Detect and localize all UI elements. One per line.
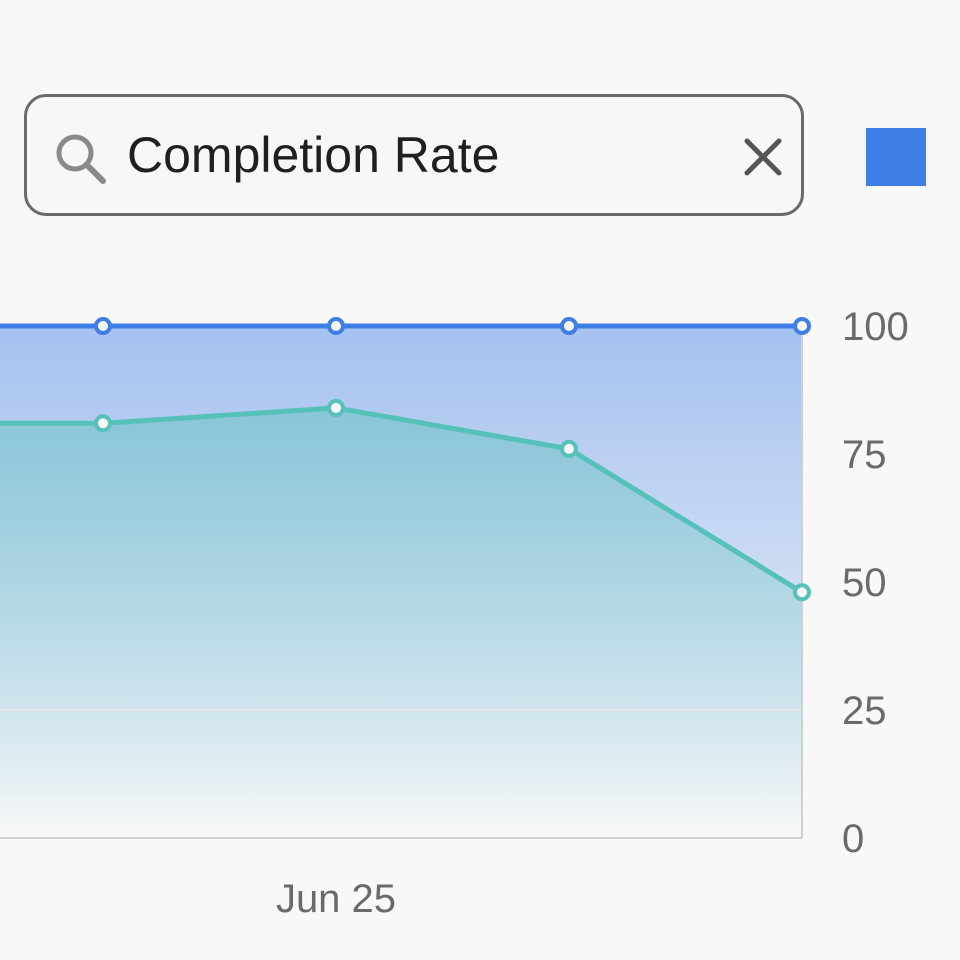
series-2-point: [94, 414, 112, 433]
series-points: [94, 317, 811, 602]
y-tick-label: 100: [842, 305, 909, 349]
series-areas: [0, 326, 802, 838]
metric-search-input[interactable]: [127, 117, 717, 193]
y-tick-label: 50: [842, 561, 887, 605]
x-tick-label: Jun 25: [276, 877, 396, 921]
y-tick-label: 25: [842, 689, 887, 733]
series-1-point: [94, 317, 112, 335]
series-2-point: [793, 583, 811, 602]
series-1-point: [327, 317, 345, 335]
search-icon: [56, 134, 106, 184]
series-1-point: [560, 317, 578, 335]
series-2-point: [560, 439, 578, 458]
close-icon[interactable]: [735, 129, 791, 185]
legend-swatch[interactable]: [866, 128, 926, 186]
y-axis-ticks: 100 75 50 25 0: [842, 305, 909, 861]
y-tick-label: 0: [842, 817, 864, 861]
series-2-point: [327, 398, 345, 417]
y-tick-label: 75: [842, 433, 887, 477]
x-axis-ticks: Jun 25: [276, 877, 396, 921]
chart-axes: [0, 326, 803, 839]
series-1-point: [793, 317, 811, 335]
metric-search-box[interactable]: [24, 94, 804, 216]
series-2-area: [0, 407, 802, 838]
